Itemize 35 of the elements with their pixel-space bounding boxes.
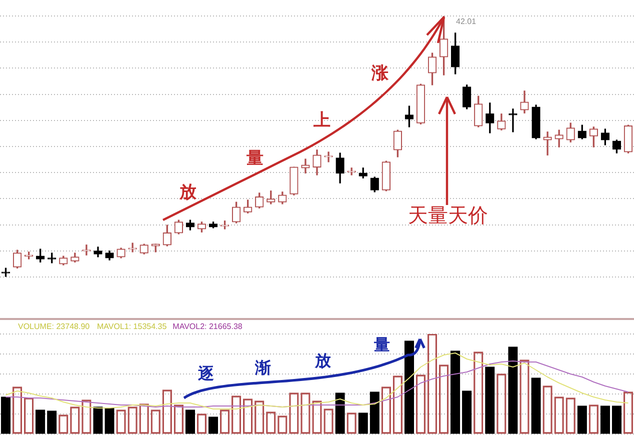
annotation: 42.01: [456, 17, 477, 26]
bar: [335, 392, 345, 434]
bar: [462, 390, 472, 434]
annotation: 涨: [370, 63, 390, 84]
text: VOLUME: 23748.90: [18, 322, 90, 332]
bar: [612, 406, 622, 434]
annotation: 逐: [197, 364, 215, 384]
annotation: 天量天价: [408, 203, 488, 228]
candlestick: [128, 242, 137, 252]
bar: [185, 410, 196, 434]
annotation: 量: [246, 148, 264, 168]
annotation: 上: [312, 110, 330, 130]
bar: [370, 392, 380, 434]
annotation: 放: [178, 182, 198, 202]
annotation: 渐: [254, 358, 271, 378]
bar: [0, 396, 11, 434]
bar: [93, 406, 103, 434]
bar: [600, 406, 610, 434]
bar: [485, 366, 495, 434]
bar: [47, 410, 57, 434]
annotation: 放: [314, 351, 332, 370]
bar: [404, 340, 414, 434]
bar: [104, 408, 114, 434]
candlestick: [543, 132, 552, 156]
bar: [508, 346, 518, 434]
text: MAVOL2: 21665.38: [172, 322, 243, 332]
text: MAVOL1: 15354.35: [97, 322, 168, 332]
bar: [358, 412, 368, 434]
bar: [208, 416, 218, 434]
bar: [450, 350, 460, 434]
bar: [577, 406, 587, 434]
annotation: 量: [373, 335, 390, 354]
candlestick: [301, 158, 310, 174]
bar: [531, 378, 541, 434]
bar: [36, 410, 46, 434]
